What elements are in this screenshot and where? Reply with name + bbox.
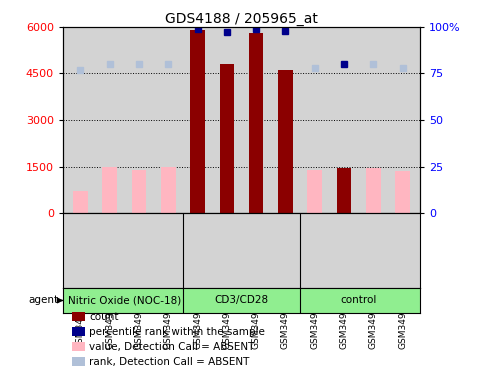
Text: rank, Detection Call = ABSENT: rank, Detection Call = ABSENT	[89, 357, 250, 367]
Bar	[73, 191, 88, 213]
Title: GDS4188 / 205965_at: GDS4188 / 205965_at	[165, 12, 318, 26]
Bar	[73, 191, 88, 213]
Bar	[249, 33, 263, 213]
Bar	[102, 167, 117, 213]
Bar	[161, 167, 176, 213]
Bar	[366, 168, 381, 213]
Bar	[307, 170, 322, 213]
Text: value, Detection Call = ABSENT: value, Detection Call = ABSENT	[89, 342, 255, 352]
Bar	[220, 64, 234, 213]
Text: control: control	[341, 295, 377, 306]
Text: percentile rank within the sample: percentile rank within the sample	[89, 327, 265, 337]
Bar	[278, 70, 293, 213]
Text: CD3/CD28: CD3/CD28	[214, 295, 269, 306]
Bar	[132, 170, 146, 213]
Bar	[395, 171, 410, 213]
Bar	[337, 168, 351, 213]
Text: Nitric Oxide (NOC-18): Nitric Oxide (NOC-18)	[68, 295, 181, 306]
Bar	[190, 30, 205, 213]
Text: count: count	[89, 312, 119, 322]
Text: agent: agent	[28, 295, 58, 306]
